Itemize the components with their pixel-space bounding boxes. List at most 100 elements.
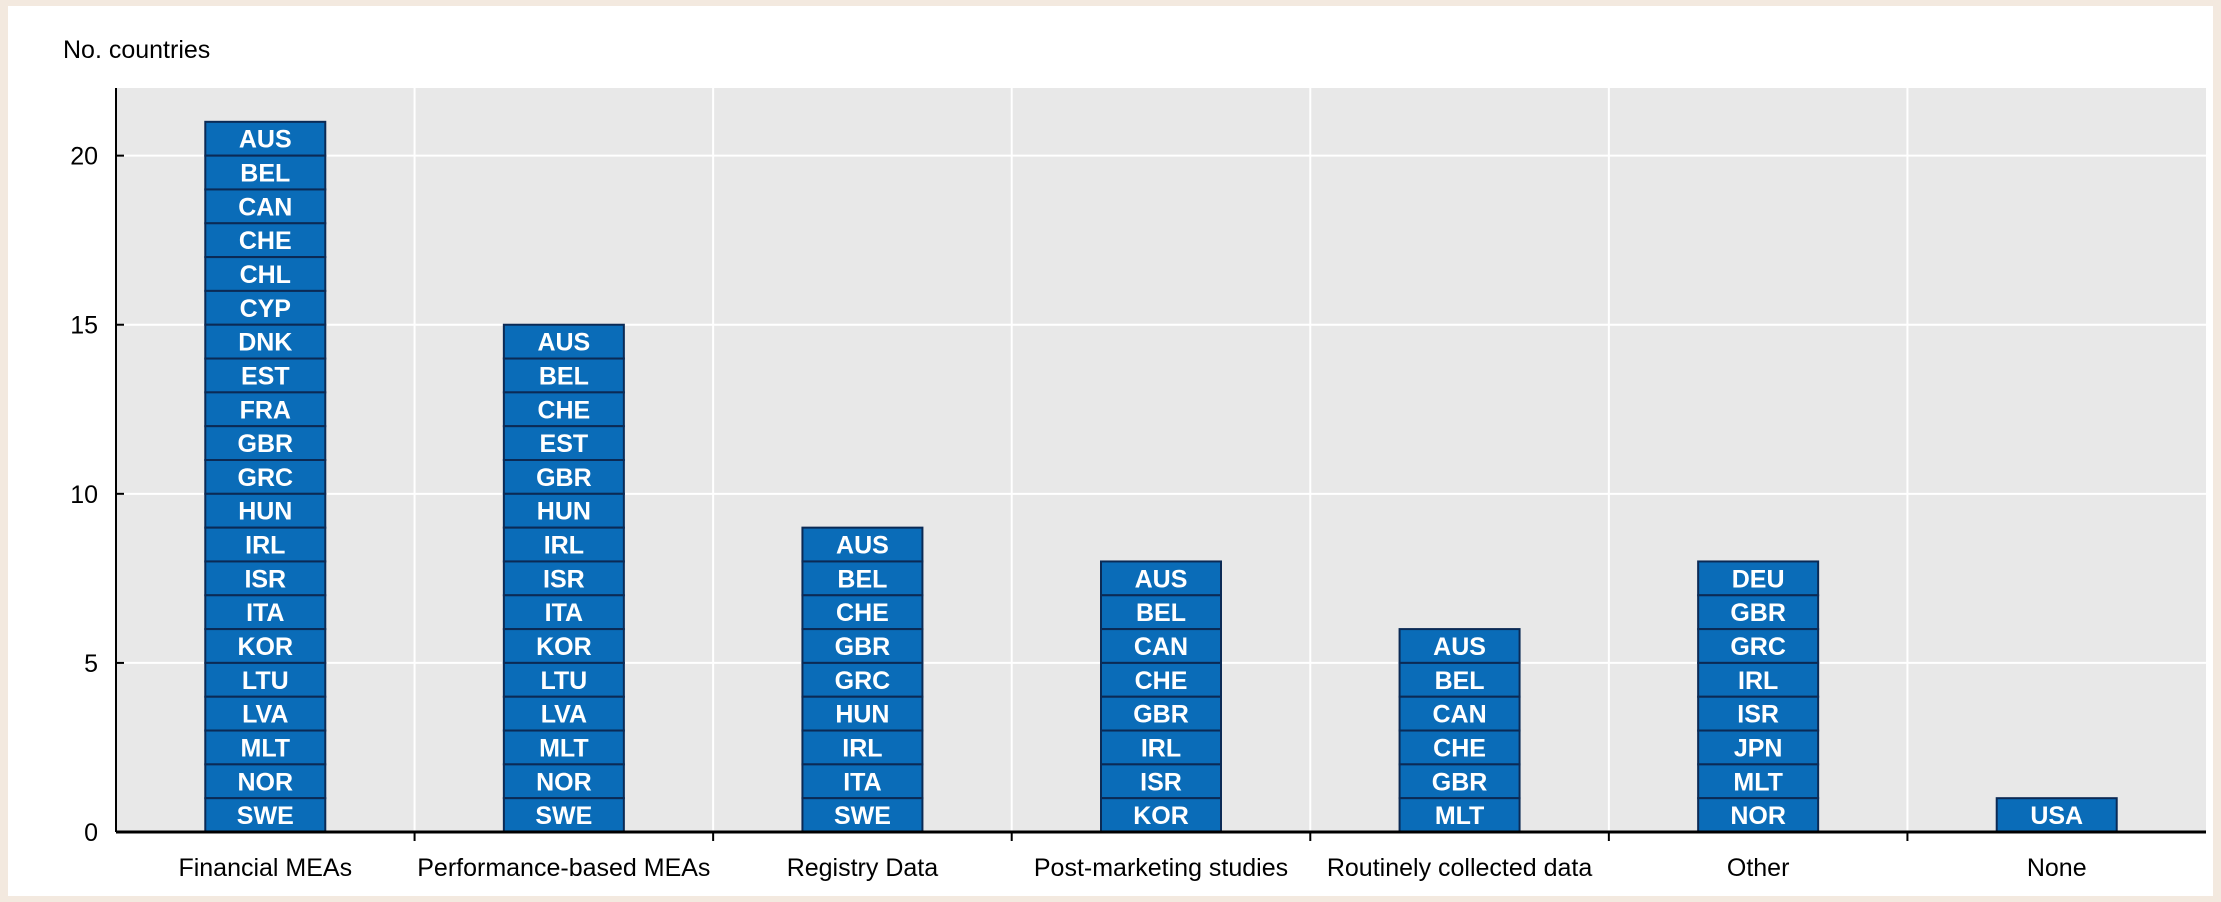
bar-segment-1-13: [502, 763, 625, 800]
bar-segment-label-1-11: LVA: [541, 701, 587, 729]
bar-segment-0-17: [204, 695, 327, 732]
bar-segment-5-3: [1697, 661, 1820, 698]
bar-segment-label-0-13: ISR: [244, 565, 286, 593]
bar-segment-label-1-2: CHE: [537, 396, 590, 424]
chart-container: No. countries 0 5 10 15 20 AUS BEL CAN CHE CHL CYP…: [8, 6, 2213, 896]
bar-segment-label-1-0: AUS: [537, 329, 590, 357]
bar-segment-1-7: [502, 560, 625, 597]
bar-segment-0-10: [204, 459, 327, 495]
bar-segment-0-9: [204, 425, 327, 462]
x-category-label-6: None: [2027, 854, 2087, 882]
bar-segment-0-18: [204, 729, 327, 766]
bar-segment-label-4-2: CAN: [1432, 701, 1486, 729]
bar-segment-label-0-16: LTU: [242, 667, 289, 695]
bar-segment-label-1-6: IRL: [544, 532, 584, 560]
bar-segment-label-5-0: DEU: [1732, 565, 1785, 593]
bar-segment-label-2-1: BEL: [837, 565, 887, 593]
bar-segment-6-0: [1995, 797, 2118, 834]
bar-segment-0-3: [204, 222, 327, 259]
bar-segment-0-1: [204, 154, 327, 191]
bar-segment-label-1-9: KOR: [536, 633, 592, 661]
bar-segment-4-0: [1398, 628, 1521, 664]
y-axis-title: No. countries: [63, 36, 210, 64]
bar-segment-label-5-1: GBR: [1730, 599, 1786, 627]
bar-segment-label-0-14: ITA: [246, 599, 284, 627]
bar-segment-label-0-8: FRA: [240, 396, 291, 424]
bar-segment-0-12: [204, 526, 327, 563]
bar-segment-5-5: [1697, 729, 1820, 766]
bar-segment-label-1-5: HUN: [537, 498, 591, 526]
bar-segment-label-2-7: ITA: [843, 768, 881, 796]
bar-segment-1-8: [502, 594, 625, 631]
bar-segment-label-2-4: GRC: [835, 667, 891, 695]
bar-segment-4-2: [1398, 695, 1521, 732]
bar-segment-4-1: [1398, 661, 1521, 698]
bar-segment-3-2: [1100, 628, 1222, 664]
x-category-label-5: Other: [1727, 854, 1790, 882]
stacked-country-bar-chart: No. countries 0 5 10 15 20 AUS BEL CAN CHE CHL CYP…: [63, 36, 2206, 882]
bar-segment-label-1-7: ISR: [543, 565, 585, 593]
bar-segment-label-1-13: NOR: [536, 768, 592, 796]
bar-segment-label-1-3: EST: [540, 430, 589, 458]
bar-segment-label-0-20: SWE: [237, 802, 294, 830]
bar-segment-label-3-3: CHE: [1135, 667, 1188, 695]
bar-segment-label-4-3: CHE: [1433, 734, 1486, 762]
bar-segment-label-5-7: NOR: [1730, 802, 1786, 830]
x-category-label-4: Routinely collected data: [1327, 854, 1593, 882]
bar-segment-5-0: [1697, 560, 1820, 597]
bar-segment-label-4-5: MLT: [1435, 802, 1485, 830]
bar-segment-0-4: [204, 256, 327, 292]
y-tick-label-5: 5: [84, 650, 98, 678]
bar-segment-label-0-9: GBR: [238, 430, 294, 458]
bar-segment-label-3-6: ISR: [1140, 768, 1182, 796]
bar-segment-label-1-1: BEL: [539, 362, 589, 390]
bar-segment-1-11: [502, 695, 625, 732]
bar-segment-3-4: [1100, 695, 1222, 732]
bar-segment-0-8: [204, 391, 327, 428]
bar-segment-3-6: [1100, 763, 1222, 800]
bar-segment-label-0-5: CYP: [240, 295, 291, 323]
bar-segment-label-0-1: BEL: [240, 160, 290, 188]
bar-segment-label-5-5: JPN: [1734, 734, 1783, 762]
bar-segment-label-0-17: LVA: [242, 701, 288, 729]
x-category-label-0: Financial MEAs: [178, 854, 352, 882]
bar-segment-label-0-4: CHL: [240, 261, 291, 289]
plot-area: 0 5 10 15 20 AUS BEL CAN CHE CHL CYP DNK EST FRA GBR GR…: [70, 88, 2206, 882]
bar-segment-2-0: [801, 526, 924, 563]
bar-segment-1-12: [502, 729, 625, 766]
bar-segment-label-5-2: GRC: [1730, 633, 1786, 661]
bar-segment-0-19: [204, 763, 327, 800]
x-category-label-1: Performance-based MEAs: [417, 854, 710, 882]
bar-segment-2-2: [801, 594, 924, 631]
bar-segment-label-4-1: BEL: [1435, 667, 1485, 695]
bar-segment-label-0-10: GRC: [238, 464, 294, 492]
bar-segment-label-0-3: CHE: [239, 227, 292, 255]
bar-segment-2-4: [801, 661, 924, 698]
bar-segment-0-16: [204, 661, 327, 698]
bar-segment-label-0-18: MLT: [241, 734, 291, 762]
bar-segment-label-1-4: GBR: [536, 464, 592, 492]
bar-segment-label-2-8: SWE: [834, 802, 891, 830]
bar-segment-1-14: [502, 797, 625, 834]
bar-segment-1-2: [502, 391, 625, 428]
y-tick-label-20: 20: [70, 143, 98, 171]
bar-segment-label-3-0: AUS: [1135, 565, 1188, 593]
bar-segment-label-1-12: MLT: [539, 734, 589, 762]
bar-segment-3-0: [1100, 560, 1222, 597]
bar-segment-3-5: [1100, 729, 1222, 766]
bar-segment-0-20: [204, 797, 327, 834]
bar-segment-1-0: [502, 323, 625, 360]
bar-segment-1-3: [502, 425, 625, 462]
bar-segment-label-2-5: HUN: [835, 701, 889, 729]
bar-segment-0-13: [204, 560, 327, 597]
bar-segment-4-4: [1398, 763, 1521, 800]
bar-segment-4-5: [1398, 797, 1521, 834]
bar-segment-label-5-6: MLT: [1733, 768, 1783, 796]
bar-segment-5-1: [1697, 594, 1820, 631]
bar-segment-2-5: [801, 695, 924, 732]
bar-segment-label-0-0: AUS: [239, 126, 292, 154]
bar-segment-label-3-4: GBR: [1133, 701, 1189, 729]
bar-segment-3-7: [1100, 797, 1222, 834]
x-category-label-2: Registry Data: [787, 854, 939, 882]
bar-segment-3-1: [1100, 594, 1222, 631]
